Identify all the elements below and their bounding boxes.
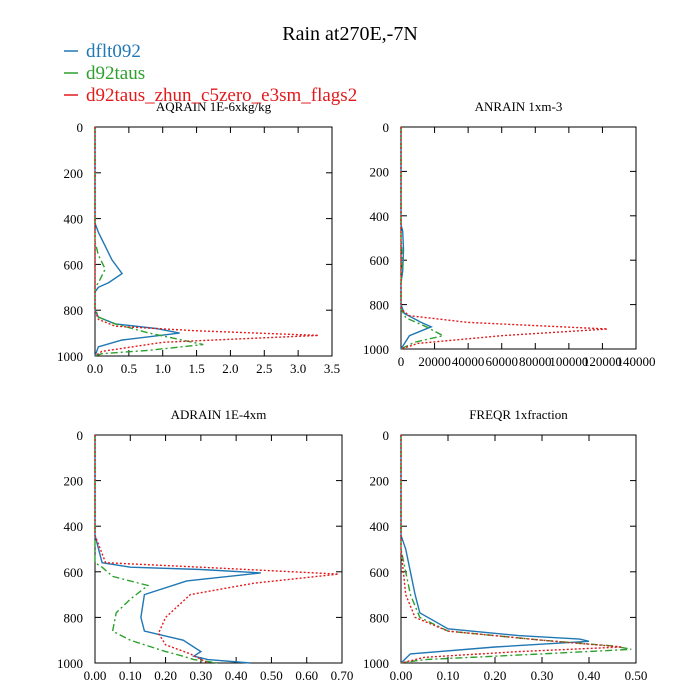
x-tick-label: 0.70 — [331, 668, 354, 683]
x-tick-label: 60000 — [485, 354, 518, 369]
axes-frame — [94, 126, 333, 357]
x-tick-label: 80000 — [519, 354, 552, 369]
y-tick-label: 0 — [77, 428, 84, 443]
x-tick-label: 140000 — [617, 354, 656, 369]
y-tick-label: 200 — [370, 474, 390, 489]
panels: AQRAIN 1E-6xkg/kg 0.0 0.5 1.0 1.5 2.0 2.5 3.0 3.… — [57, 99, 656, 683]
x-tick-label: 0.00 — [84, 668, 107, 683]
x-tick-label: 2.0 — [222, 361, 238, 376]
y-tick-label: 0 — [77, 120, 84, 135]
y-tick-label: 600 — [370, 253, 390, 268]
panel-title: AQRAIN 1E-6xkg/kg — [156, 99, 272, 114]
legend-label: dflt092 — [86, 41, 141, 62]
x-tick-label: 0 — [398, 354, 405, 369]
x-tick-label: 0.30 — [189, 668, 212, 683]
x-tick-label: 0.20 — [484, 668, 507, 683]
x-tick-label: 0.10 — [119, 668, 142, 683]
y-tick-label: 200 — [370, 164, 390, 179]
y-tick-label: 400 — [370, 519, 390, 534]
series-line-d92taus_zhun_c5zero_e3sm_flags2 — [400, 127, 608, 350]
figure-title: Rain at270E,-7N — [282, 23, 418, 45]
x-tick-label: 0.30 — [531, 668, 554, 683]
x-tick-label: 0.40 — [225, 668, 248, 683]
x-tick-label: 100000 — [549, 354, 588, 369]
legend-item: d92taus_zhun_c5zero_e3sm_flags2 — [64, 85, 357, 106]
series-line-d92taus_zhun_c5zero_e3sm_flags2 — [400, 435, 622, 664]
x-tick-label: 0.50 — [625, 668, 648, 683]
series-line-dflt092 — [94, 127, 180, 357]
x-tick-label: 0.0 — [87, 361, 103, 376]
legend-label: d92taus — [86, 63, 145, 84]
x-tick-label: 0.40 — [578, 668, 601, 683]
y-tick-label: 800 — [64, 610, 84, 625]
panel-3: ADRAIN 1E-4xm 0.00 0.10 0.20 0.30 0.40 0.50 0.6… — [57, 407, 353, 683]
panel-title: ANRAIN 1xm-3 — [475, 99, 563, 114]
x-tick-label: 0.50 — [260, 668, 283, 683]
y-tick-label: 400 — [370, 209, 390, 224]
series-line-dflt092 — [400, 435, 590, 664]
x-tick-label: 1.0 — [155, 361, 171, 376]
y-tick-label: 1000 — [363, 342, 389, 357]
series-line-d92taus — [400, 435, 632, 664]
legend-item: d92taus — [64, 63, 145, 84]
y-tick-label: 1000 — [57, 656, 83, 671]
y-tick-label: 800 — [370, 298, 390, 313]
y-tick-label: 600 — [64, 257, 84, 272]
axes-frame — [400, 434, 637, 664]
y-tick-label: 0 — [383, 120, 390, 135]
series-line-d92taus_zhun_c5zero_e3sm_flags2 — [94, 435, 339, 664]
y-tick-label: 200 — [64, 166, 84, 181]
x-tick-label: 3.0 — [290, 361, 306, 376]
x-tick-label: 2.5 — [256, 361, 272, 376]
legend-label: d92taus_zhun_c5zero_e3sm_flags2 — [86, 85, 357, 106]
y-tick-label: 400 — [64, 519, 84, 534]
axes-frame — [94, 434, 343, 664]
legend-item: dflt092 — [64, 41, 141, 62]
panel-1: AQRAIN 1E-6xkg/kg 0.0 0.5 1.0 1.5 2.0 2.5 3.0 3.… — [57, 99, 340, 376]
x-tick-label: 1.5 — [188, 361, 204, 376]
y-tick-label: 600 — [64, 565, 84, 580]
legend: dflt092d92tausd92taus_zhun_c5zero_e3sm_f… — [64, 41, 357, 106]
x-tick-label: 0.5 — [121, 361, 137, 376]
y-tick-label: 200 — [64, 474, 84, 489]
x-tick-label: 0.20 — [154, 668, 177, 683]
panel-title: ADRAIN 1E-4xm — [171, 407, 267, 422]
x-tick-label: 0.00 — [390, 668, 413, 683]
x-tick-label: 0.10 — [437, 668, 460, 683]
y-tick-label: 1000 — [363, 656, 389, 671]
y-tick-label: 1000 — [57, 349, 83, 364]
panel-title: FREQR 1xfraction — [469, 407, 568, 422]
y-tick-label: 0 — [383, 428, 390, 443]
x-tick-label: 3.5 — [324, 361, 340, 376]
panel-2: ANRAIN 1xm-30 20000 40000 60000 800001000001… — [363, 99, 656, 369]
series-line-d92taus_zhun_c5zero_e3sm_flags2 — [94, 127, 319, 357]
series-line-d92taus — [400, 127, 445, 350]
x-tick-label: 40000 — [452, 354, 485, 369]
y-tick-label: 800 — [370, 610, 390, 625]
series-line-d92taus — [94, 435, 219, 664]
y-tick-label: 600 — [370, 565, 390, 580]
axes-frame — [400, 126, 637, 350]
panel-4: FREQR 1xfraction 0.00 0.10 0.20 0.30 0.40 0.50… — [363, 407, 647, 683]
x-tick-label: 120000 — [583, 354, 622, 369]
y-tick-label: 400 — [64, 212, 84, 227]
y-tick-label: 800 — [64, 303, 84, 318]
series-line-dflt092 — [94, 435, 261, 664]
x-tick-label: 0.60 — [295, 668, 318, 683]
x-tick-label: 20000 — [418, 354, 451, 369]
